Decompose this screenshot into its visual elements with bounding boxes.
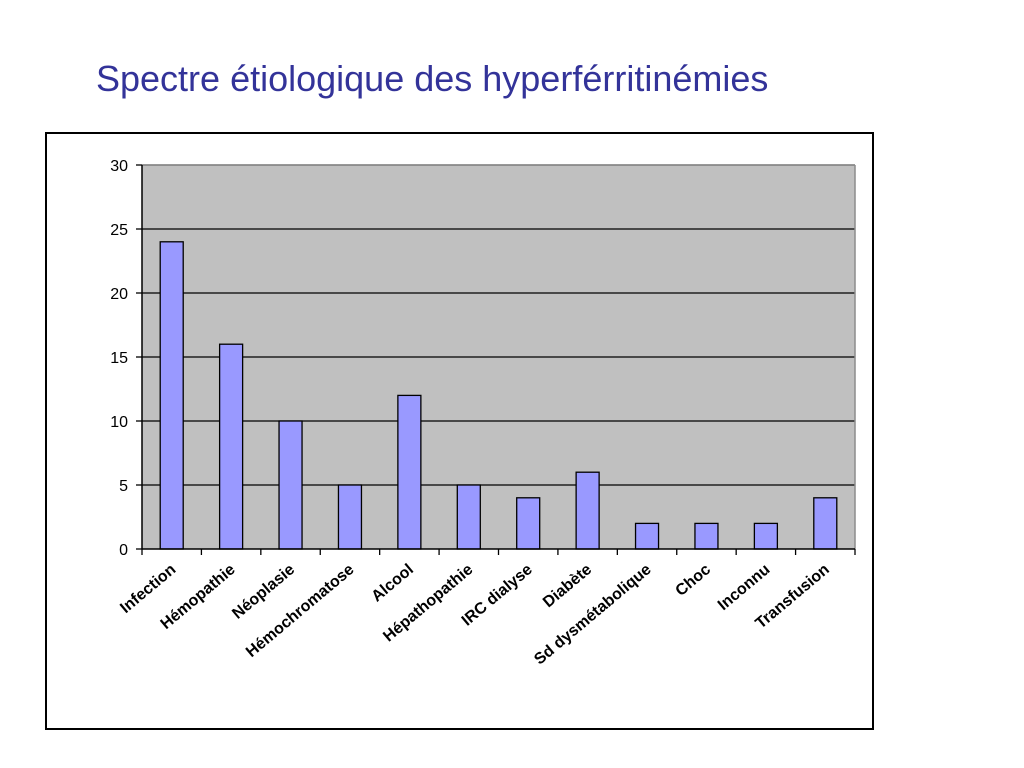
y-tick-label: 30 <box>110 158 128 175</box>
bar-1 <box>218 343 244 550</box>
x-tick-label: Sd dysmétabolique <box>531 561 654 668</box>
bar-4 <box>397 394 422 550</box>
bar-5 <box>456 484 481 550</box>
bar-8 <box>634 522 660 550</box>
y-tick-label: 0 <box>119 542 128 559</box>
bar-7 <box>575 471 600 550</box>
y-tick-label: 10 <box>110 414 128 431</box>
x-tick-label: Inconnu <box>715 561 774 614</box>
bar-2 <box>278 420 303 550</box>
y-tick-label: 15 <box>110 350 128 367</box>
bar-6 <box>516 497 541 550</box>
bar-10 <box>753 522 779 550</box>
bar-0 <box>159 241 184 550</box>
y-tick-label: 25 <box>110 222 128 239</box>
y-tick-label: 5 <box>119 478 128 495</box>
slide-title: Spectre étiologique des hyperférritinémi… <box>96 58 769 99</box>
x-tick-label: Choc <box>672 561 714 600</box>
bar-3 <box>337 484 363 550</box>
bars <box>159 241 838 550</box>
axes <box>136 164 856 555</box>
x-tick-label: Alcool <box>369 561 417 605</box>
y-tick-label: 20 <box>110 286 128 303</box>
bar-11 <box>813 497 838 550</box>
x-tick-label: Hémochromatose <box>243 561 358 661</box>
x-tick-label: Diabète <box>540 561 595 611</box>
bar-9 <box>694 522 719 550</box>
